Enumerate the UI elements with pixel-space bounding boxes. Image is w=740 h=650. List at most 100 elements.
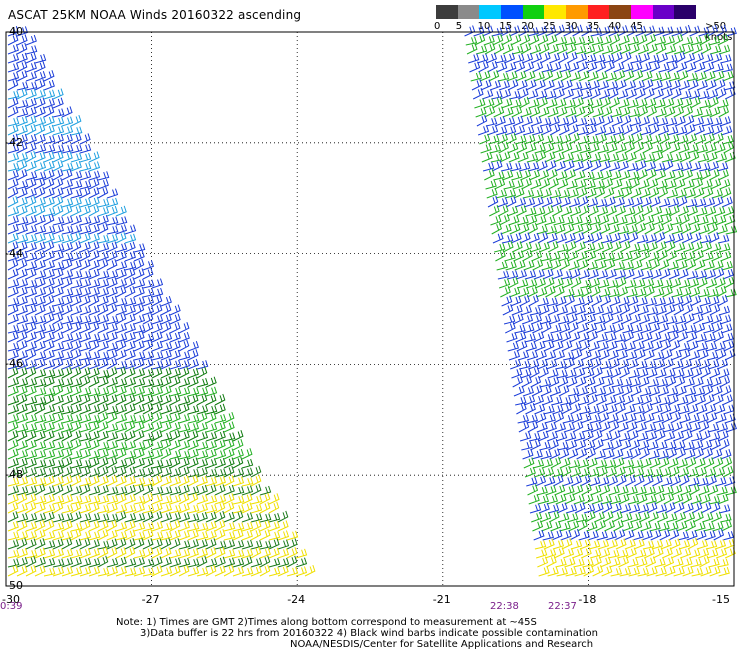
wind-barb (503, 180, 515, 190)
wind-barb (520, 107, 532, 118)
wind-barb (498, 80, 511, 91)
wind-barb (97, 430, 109, 442)
wind-barb (698, 288, 710, 298)
wind-barb (595, 394, 607, 406)
wind-barb (61, 484, 73, 496)
wind-barb (88, 421, 100, 433)
wind-barb (607, 475, 619, 487)
wind-barb (703, 522, 715, 532)
wind-barb (169, 439, 181, 451)
wind-barb (70, 315, 83, 325)
wind-barb (259, 564, 271, 577)
wind-barb (664, 106, 676, 118)
wind-barb (25, 359, 38, 370)
wind-barb (634, 474, 645, 487)
wind-barb (241, 539, 254, 550)
wind-barb (622, 394, 634, 406)
wind-barb (504, 251, 516, 262)
wind-barb (572, 223, 584, 235)
wind-barb (507, 78, 519, 91)
wind-barb (277, 539, 290, 550)
wind-barb (608, 549, 620, 559)
wind-barb (142, 432, 155, 442)
wind-barb (232, 549, 245, 559)
wind-barb (633, 141, 645, 154)
wind-barb (196, 404, 209, 415)
wind-barb (79, 357, 91, 370)
wind-barb (61, 456, 73, 469)
wind-barb (708, 96, 719, 109)
wind-barb (695, 133, 707, 145)
wind-barb (654, 359, 666, 370)
wind-barb (277, 548, 290, 559)
wind-barb (7, 360, 20, 370)
wind-barb (178, 502, 190, 514)
wind-barb (61, 504, 74, 514)
wind-barb (43, 313, 55, 325)
wind-barb (699, 234, 712, 244)
wind-barb (620, 180, 632, 190)
wind-barb (232, 539, 245, 550)
wind-barb (667, 60, 678, 73)
wind-barb (529, 106, 541, 118)
wind-barb (79, 322, 91, 334)
wind-barb (97, 540, 110, 550)
wind-barb (25, 287, 38, 298)
wind-barb (720, 187, 732, 199)
wind-barb (151, 466, 163, 478)
wind-barb (88, 367, 100, 379)
wind-barb (643, 153, 656, 163)
wind-barb (61, 350, 74, 361)
wind-barb (657, 249, 668, 262)
wind-barb (651, 206, 663, 217)
wind-barb (52, 483, 64, 496)
wind-barb (630, 124, 642, 136)
wind-barb (607, 153, 620, 163)
wind-barb (640, 261, 652, 271)
wind-barb (622, 459, 635, 469)
wind-barb (178, 331, 190, 343)
wind-barb (644, 222, 655, 235)
wind-barb (696, 342, 709, 352)
wind-barb (667, 126, 679, 136)
wind-barb (671, 484, 683, 496)
wind-barb (169, 565, 181, 577)
wind-barb (250, 565, 262, 577)
wind-barb (545, 485, 557, 496)
wind-barb (510, 34, 522, 46)
wind-barb (712, 196, 724, 208)
wind-barb (560, 530, 572, 541)
wind-barb (160, 313, 172, 325)
wind-barb (509, 90, 521, 100)
latitude-tick-label: -46 (5, 357, 23, 371)
wind-barb (88, 259, 100, 271)
wind-barb (34, 323, 47, 334)
wind-barb (657, 511, 668, 523)
wind-barb (534, 403, 546, 415)
wind-barb (133, 522, 146, 532)
wind-barb (214, 565, 226, 577)
wind-barb (79, 216, 92, 226)
wind-barb (16, 557, 28, 568)
wind-barb (667, 457, 679, 469)
wind-barb (682, 303, 694, 316)
wind-barb (511, 170, 523, 181)
wind-barb (517, 88, 529, 100)
wind-barb (97, 411, 109, 424)
wind-barb (588, 341, 600, 352)
wind-barb (475, 44, 488, 55)
wind-barb (169, 321, 181, 334)
wind-barb (602, 441, 614, 451)
wind-barb (648, 251, 660, 262)
wind-barb (626, 288, 638, 298)
wind-barb (632, 467, 645, 478)
wind-barb (538, 241, 551, 253)
wind-barb (169, 504, 182, 514)
wind-barb (70, 259, 82, 271)
wind-barb (133, 483, 145, 496)
wind-barb (205, 504, 218, 514)
wind-barb (548, 439, 559, 451)
map-frame (5, 31, 735, 587)
wind-barb (115, 285, 127, 298)
wind-barb (564, 99, 576, 109)
